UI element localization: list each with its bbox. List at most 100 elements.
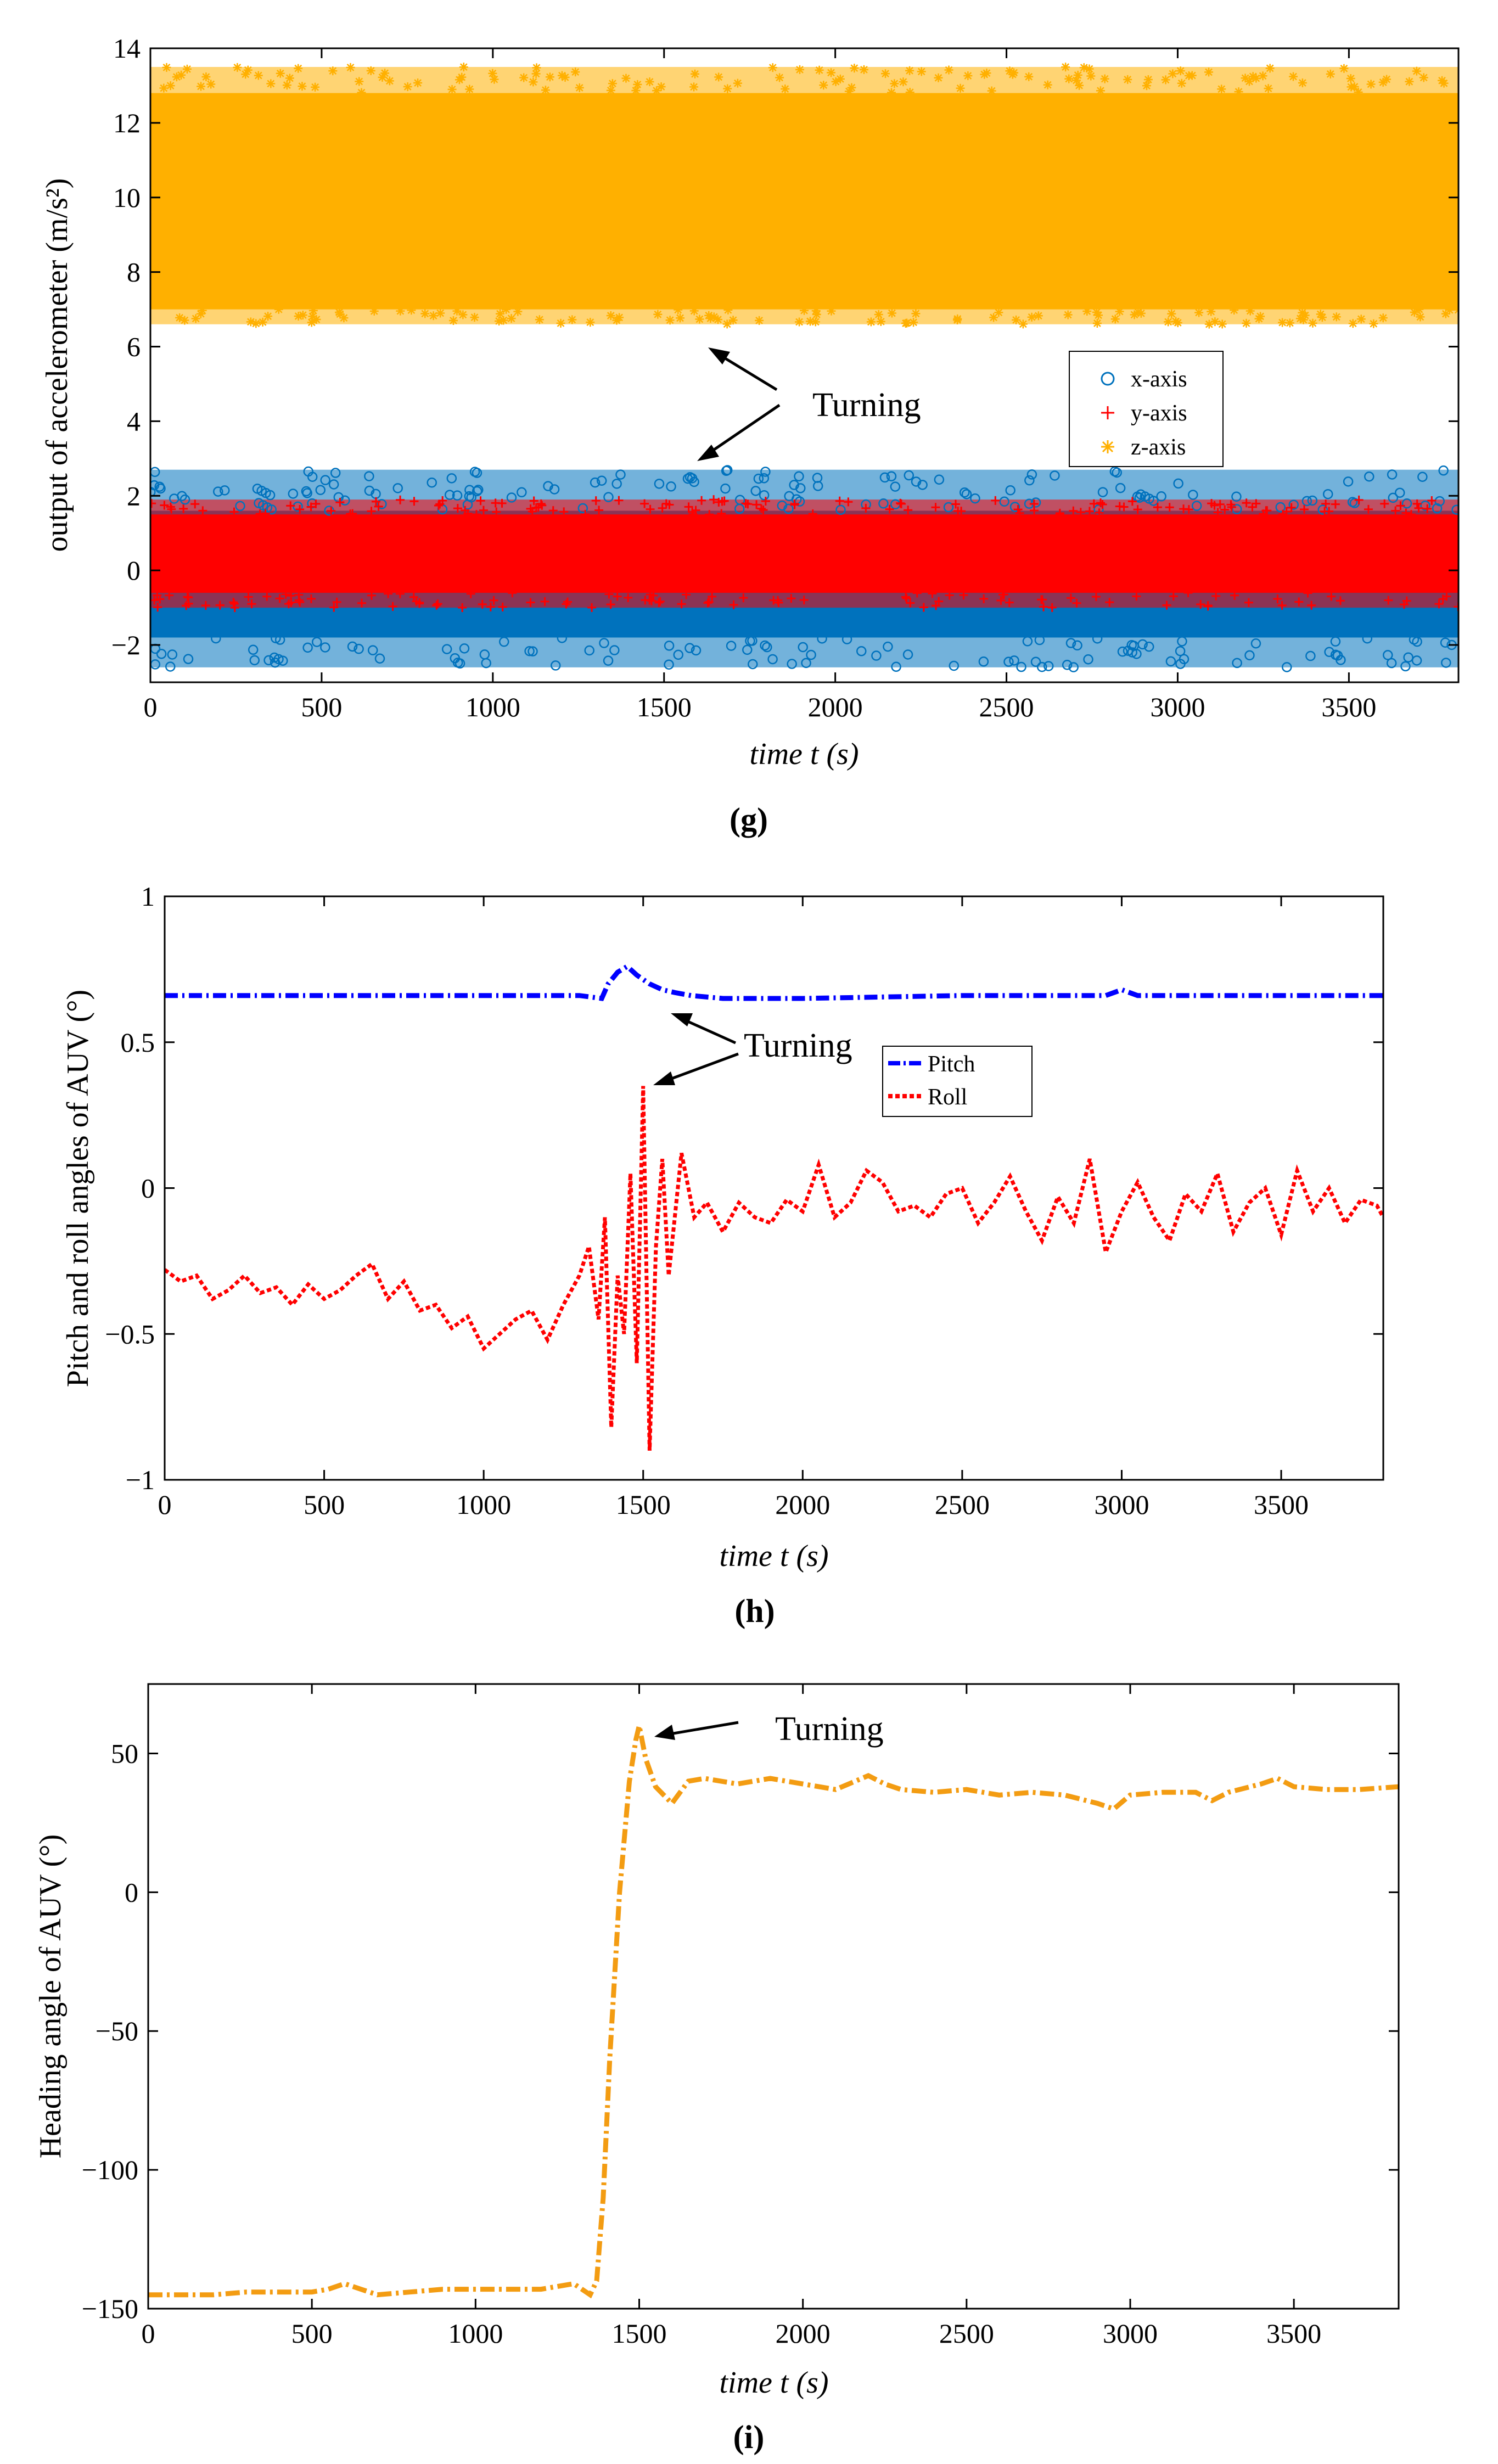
scatter-point-x [1330,636,1341,647]
scatter-point-y [1396,501,1405,510]
scatter-point-x [330,468,341,478]
scatter-point-x [311,637,322,647]
scatter-point-z [308,312,317,321]
scatter-point-x [1324,647,1334,658]
scatter-point-z [175,313,184,322]
scatter-point-z [311,82,320,92]
scatter-point-z [258,317,267,327]
scatter-point-z [246,317,255,327]
scatter-point-x [654,479,665,489]
scatter-point-y [957,507,966,516]
scatter-point-y [229,507,239,517]
scatter-point-y [395,589,405,598]
scatter-point-x [1030,656,1041,667]
scatter-point-y [1179,504,1188,514]
scatter-point-x [1388,492,1399,503]
scatter-point-y [286,501,295,510]
scatter-point-y [165,591,174,600]
scatter-point-z [653,310,663,319]
scatter-point-x [720,483,731,494]
scatter-point-y [708,592,717,601]
scatter-point-y [684,502,693,512]
scatter-point-y [581,510,590,519]
scatter-point-z [691,69,700,78]
scatter-point-y [526,598,535,607]
panel-i-x-label: time t (s) [719,2366,828,2400]
scatter-point-y [1072,598,1081,608]
scatter-point-x [462,499,473,510]
scatter-point-y [717,497,727,506]
scatter-point-y [287,591,296,600]
scatter-point-z [335,310,345,319]
scatter-point-z [953,314,962,323]
scatter-point-z [676,313,685,323]
scatter-point-x [1411,655,1422,666]
legend-marker-x [1101,372,1115,386]
scatter-point-z [380,69,390,78]
scatter-point-x [1400,661,1411,672]
scatter-point-z [905,66,914,75]
panel-g: 0 500 1000 1500 2000 2500 3000 3500 −2 0 2 4 6 8 10 12… [40,33,1460,838]
scatter-point-z [1024,72,1034,81]
scatter-point-z [1018,319,1028,329]
scatter-point-y [697,496,706,505]
scatter-point-z [1366,80,1376,89]
scatter-point-z [963,71,973,81]
scatter-point-x [1068,662,1079,672]
scatter-point-x [1188,490,1198,500]
y-tick-label: 0.5 [121,1027,155,1058]
scatter-point-x [1305,650,1316,661]
scatter-point-y [1442,592,1451,601]
scatter-point-y [388,602,397,611]
scatter-point-z [800,306,809,315]
scatter-point-x [1083,654,1093,665]
scatter-point-z [369,306,379,316]
scatter-point-x [506,492,517,503]
scatter-point-z [274,305,283,314]
scatter-point-z [1134,307,1143,317]
panel-g-legend-label-x: x-axis [1131,367,1187,392]
scatter-point-x [878,498,889,509]
scatter-point-z [346,63,355,72]
scatter-point-z [1298,78,1307,87]
scatter-point-y [665,500,674,509]
scatter-point-x [265,490,276,501]
scatter-point-y [1165,503,1174,512]
scatter-point-y [587,603,597,612]
scatter-point-y [991,496,1000,505]
scatter-point-y [548,506,558,515]
scatter-point-x [871,650,882,661]
scatter-point-z [285,74,294,83]
scatter-point-z [1167,309,1176,318]
scatter-point-y [1039,602,1048,611]
scatter-point-z [1092,318,1102,328]
scatter-point-x [959,487,970,498]
scatter-point-x [302,642,313,653]
scatter-point-y [912,588,922,598]
scatter-point-x [1362,633,1373,644]
scatter-point-x [742,644,753,655]
panel-g-label: (g) [730,801,768,838]
scatter-point-x [1022,636,1033,647]
scatter-point-x [288,489,299,499]
panel-g-legend-item-x: x-axis [1101,367,1187,392]
x-tick-label: 3500 [1254,1489,1309,1520]
scatter-point-z [308,306,318,315]
scatter-point-z [328,66,338,76]
scatter-point-x [784,491,794,502]
scatter-point-y [1127,497,1137,506]
scatter-point-z [714,72,723,82]
scatter-point-x [1275,502,1286,513]
scatter-point-x [1317,504,1328,515]
scatter-point-y [1327,592,1336,601]
scatter-point-y [1242,498,1251,508]
scatter-point-y [739,593,748,603]
scatter-point-z [1252,74,1261,83]
scatter-point-z [1244,77,1254,86]
scatter-point-y [262,592,272,601]
scatter-point-x [1165,656,1176,667]
scatter-point-y [799,596,809,605]
scatter-point-y [486,602,495,611]
scatter-point-y [1321,499,1331,508]
scatter-point-z [733,78,742,88]
